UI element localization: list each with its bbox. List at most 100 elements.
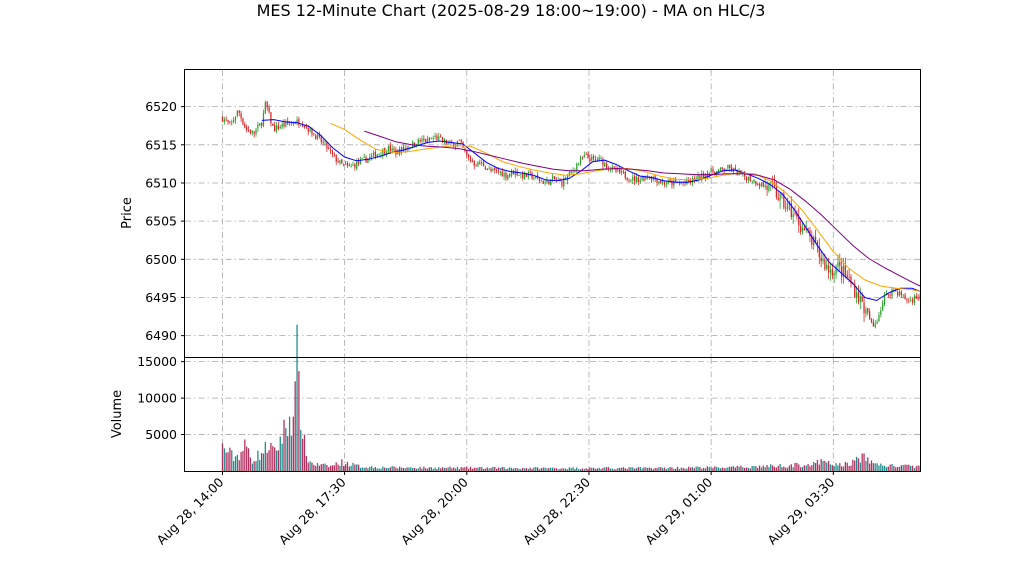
- volume-bar: [591, 467, 593, 471]
- candle-body: [592, 156, 595, 159]
- candle-body: [298, 119, 300, 126]
- candle-body: [238, 110, 240, 113]
- candle-body: [783, 193, 785, 208]
- volume-bar: [385, 468, 388, 471]
- volume-bar: [839, 463, 841, 471]
- candle-body: [479, 162, 481, 165]
- volume-bar: [514, 467, 516, 471]
- candle-body: [708, 173, 710, 178]
- candle-body: [604, 163, 606, 167]
- volume-bar: [540, 468, 543, 471]
- candle-body: [372, 152, 375, 155]
- candlestick-series: [221, 100, 921, 329]
- candle-body: [848, 277, 850, 278]
- candle-body: [458, 139, 460, 141]
- volume-bar: [357, 464, 360, 471]
- volume-bar: [259, 459, 261, 471]
- candle-body: [844, 265, 847, 276]
- candle-body: [438, 136, 440, 140]
- candle-body: [678, 182, 681, 184]
- volume-bar: [727, 467, 729, 471]
- volume-bar: [507, 468, 509, 471]
- candle-body: [311, 128, 313, 135]
- volume-bar: [878, 465, 880, 471]
- price-y-tick-label: 6490: [145, 328, 177, 343]
- volume-bar: [686, 468, 688, 471]
- volume-bar: [820, 459, 822, 471]
- candle-body: [354, 164, 356, 168]
- candle-body: [563, 178, 565, 187]
- candle-body: [274, 125, 276, 132]
- volume-bar: [635, 468, 638, 471]
- volume-bar: [803, 465, 806, 471]
- candle-body: [632, 176, 634, 181]
- volume-bar: [870, 460, 873, 471]
- candle-body: [675, 179, 677, 182]
- candle-body: [391, 148, 393, 151]
- volume-bar: [755, 466, 757, 471]
- candle-body: [719, 168, 722, 171]
- candle-body: [641, 177, 643, 181]
- candle-body: [540, 180, 543, 182]
- candle-body: [288, 123, 291, 125]
- volume-bar: [865, 460, 867, 471]
- volume-bar: [406, 467, 408, 471]
- volume-bar: [669, 467, 671, 471]
- volume-bar: [829, 464, 832, 471]
- candle-body: [303, 126, 306, 128]
- volume-bar: [719, 468, 722, 471]
- volume-bar: [704, 468, 707, 471]
- volume-bar: [579, 469, 582, 471]
- candle-body: [589, 158, 591, 162]
- volume-bar: [585, 468, 587, 471]
- volume-bar: [747, 467, 750, 471]
- volume-bar: [917, 465, 919, 471]
- moving-average-line: [261, 119, 921, 302]
- volume-bar: [499, 467, 501, 471]
- candle-body: [374, 151, 377, 158]
- candle-body: [842, 265, 845, 277]
- volume-bar: [354, 464, 356, 471]
- volume-bar: [581, 468, 584, 471]
- volume-bar: [783, 466, 785, 471]
- volume-bar: [706, 466, 709, 471]
- candle-body: [729, 164, 731, 169]
- volume-bar: [512, 468, 515, 471]
- candle-body: [467, 154, 470, 158]
- volume-bar: [818, 464, 820, 471]
- volume-bar: [277, 450, 280, 471]
- candle-body: [606, 163, 608, 169]
- volume-bar: [559, 468, 561, 471]
- candle-body: [257, 124, 259, 129]
- candle-body: [650, 176, 653, 180]
- volume-bar: [307, 462, 309, 471]
- volume-bar: [488, 468, 490, 471]
- x-axis-ticks: Aug 28, 14:00 Aug 28, 17:30 Aug 28, 20:00 A…: [154, 471, 837, 548]
- candle-body: [835, 266, 837, 275]
- volume-bar: [902, 465, 904, 471]
- candle-body: [751, 181, 753, 183]
- candle-body: [876, 321, 878, 324]
- volume-bar: [911, 465, 914, 471]
- volume-bar: [758, 465, 761, 471]
- candle-body: [635, 176, 638, 183]
- volume-bar: [509, 467, 511, 471]
- volume-bar: [714, 466, 716, 471]
- volume-bar: [260, 453, 263, 471]
- volume-bar: [266, 452, 268, 471]
- candle-body: [503, 173, 505, 177]
- candle-body: [367, 158, 369, 164]
- volume-bar: [466, 466, 468, 471]
- volume-bar: [359, 467, 362, 471]
- x-tick-label: Aug 28, 22:30: [520, 474, 593, 547]
- volume-bar: [809, 466, 811, 471]
- candle-body: [854, 283, 856, 298]
- volume-bar: [895, 467, 897, 471]
- candle-body: [647, 175, 649, 178]
- candle-body: [361, 158, 363, 159]
- candle-body: [699, 175, 701, 180]
- volume-bar: [236, 454, 239, 471]
- candle-body: [356, 161, 358, 169]
- volume-bar: [904, 464, 906, 471]
- volume-bar: [772, 465, 774, 471]
